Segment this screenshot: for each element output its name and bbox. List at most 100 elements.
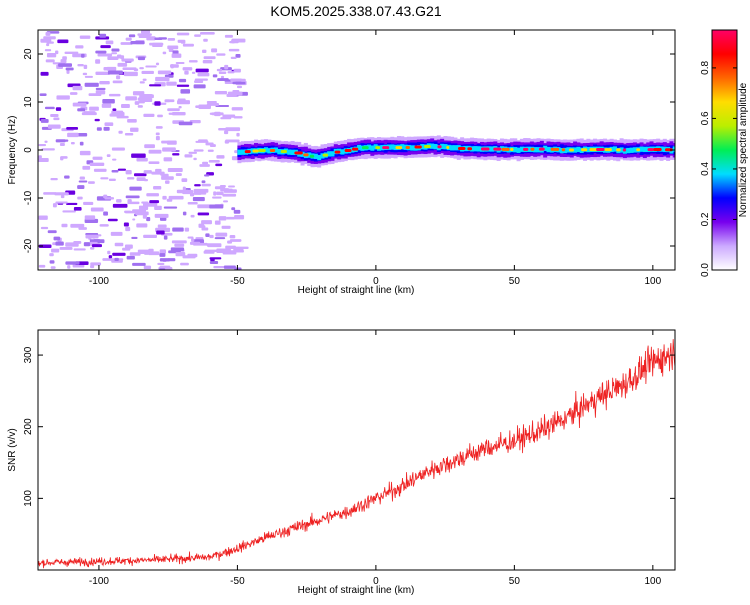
noise-speck bbox=[103, 126, 110, 131]
noise-speck bbox=[223, 265, 236, 269]
noise-speck bbox=[154, 101, 161, 106]
noise-speck bbox=[99, 33, 107, 38]
signal-band bbox=[586, 146, 591, 153]
signal-peak bbox=[568, 148, 575, 152]
y-tick-label: 100 bbox=[23, 490, 34, 507]
noise-speck bbox=[107, 250, 111, 255]
noise-speck bbox=[53, 117, 60, 121]
noise-speck bbox=[195, 105, 204, 108]
noise-speck bbox=[77, 196, 83, 200]
noise-speck bbox=[157, 114, 163, 118]
noise-speck bbox=[163, 157, 173, 162]
noise-speck bbox=[133, 68, 139, 72]
noise-speck bbox=[225, 139, 240, 143]
noise-speck bbox=[212, 196, 222, 199]
noise-speck bbox=[181, 178, 188, 182]
noise-speck bbox=[182, 43, 194, 47]
signal-band bbox=[237, 149, 242, 155]
noise-speck bbox=[234, 267, 242, 270]
noise-speck bbox=[129, 186, 142, 191]
colorbar-tick-label: 0.2 bbox=[700, 212, 711, 226]
signal-peak bbox=[322, 153, 329, 157]
noise-speck bbox=[201, 183, 211, 187]
noise-speck bbox=[52, 203, 57, 208]
noise-speck bbox=[177, 98, 186, 102]
signal-band bbox=[519, 146, 524, 152]
signal-peak bbox=[480, 147, 490, 151]
snr-x-ticks: -100 -50 0 50 100 bbox=[89, 330, 662, 587]
noise-speck bbox=[157, 70, 172, 75]
noise-speck bbox=[213, 266, 225, 269]
y-tick-label: 0 bbox=[23, 147, 34, 153]
noise-speck bbox=[72, 102, 87, 107]
signal-peak bbox=[616, 148, 621, 152]
signal-band bbox=[370, 145, 375, 151]
noise-speck bbox=[112, 80, 123, 84]
noise-speck bbox=[112, 108, 117, 111]
noise-speck bbox=[51, 248, 60, 253]
spectrogram-y-label: Frequency (Hz) bbox=[7, 116, 18, 185]
signal-band bbox=[267, 148, 272, 154]
signal-band bbox=[450, 145, 455, 151]
noise-speck bbox=[143, 170, 152, 174]
signal-peak bbox=[414, 145, 422, 149]
noise-speck bbox=[90, 207, 104, 212]
noise-speck bbox=[141, 70, 154, 74]
noise-speck bbox=[188, 60, 198, 63]
noise-speck bbox=[47, 230, 57, 234]
noise-speck bbox=[220, 188, 230, 192]
noise-speck bbox=[155, 126, 163, 129]
noise-speck bbox=[162, 51, 167, 55]
noise-speck bbox=[46, 43, 50, 47]
noise-speck bbox=[93, 168, 107, 172]
noise-speck bbox=[95, 59, 101, 64]
signal-peak bbox=[530, 147, 535, 151]
noise-speck bbox=[215, 105, 230, 108]
noise-speck bbox=[145, 65, 157, 68]
signal-band bbox=[536, 147, 541, 153]
noise-speck bbox=[162, 147, 176, 152]
noise-speck bbox=[155, 132, 160, 136]
noise-speck bbox=[104, 122, 114, 127]
noise-speck bbox=[57, 39, 69, 44]
noise-speck bbox=[82, 72, 88, 76]
signal-peak bbox=[352, 147, 359, 151]
noise-speck bbox=[229, 234, 236, 239]
noise-speck bbox=[111, 169, 119, 173]
noise-speck bbox=[154, 213, 169, 218]
noise-speck bbox=[131, 236, 138, 239]
colorbar-tick-label: 0.8 bbox=[700, 61, 711, 75]
noise-speck bbox=[148, 161, 160, 165]
noise-speck bbox=[50, 177, 58, 181]
colorbar-gradient bbox=[712, 30, 737, 270]
noise-speck bbox=[180, 40, 186, 44]
noise-speck bbox=[216, 248, 231, 254]
noise-speck bbox=[111, 48, 120, 52]
noise-speck bbox=[54, 192, 69, 196]
noise-speck bbox=[139, 81, 145, 84]
noise-speck bbox=[38, 244, 52, 248]
noise-speck bbox=[43, 192, 57, 195]
noise-speck bbox=[231, 107, 243, 111]
signal-peak bbox=[303, 153, 309, 157]
noise-speck bbox=[84, 75, 93, 78]
signal-peak bbox=[647, 148, 655, 152]
noise-speck bbox=[112, 252, 126, 256]
signal-band bbox=[430, 143, 435, 149]
noise-speck bbox=[184, 70, 189, 75]
signal-band bbox=[612, 146, 617, 152]
noise-speck bbox=[201, 225, 206, 230]
noise-speck bbox=[62, 210, 76, 213]
noise-speck bbox=[108, 93, 121, 97]
noise-speck bbox=[40, 119, 49, 123]
signal-peak bbox=[294, 151, 303, 155]
signal-peak bbox=[589, 148, 599, 152]
noise-speck bbox=[209, 234, 214, 239]
noise-speck bbox=[103, 194, 108, 199]
noise-speck bbox=[197, 72, 210, 77]
noise-speck bbox=[141, 201, 149, 204]
noise-speck bbox=[236, 132, 240, 137]
noise-speck bbox=[202, 49, 207, 54]
noise-speck bbox=[225, 245, 236, 250]
signal-band bbox=[473, 146, 478, 152]
